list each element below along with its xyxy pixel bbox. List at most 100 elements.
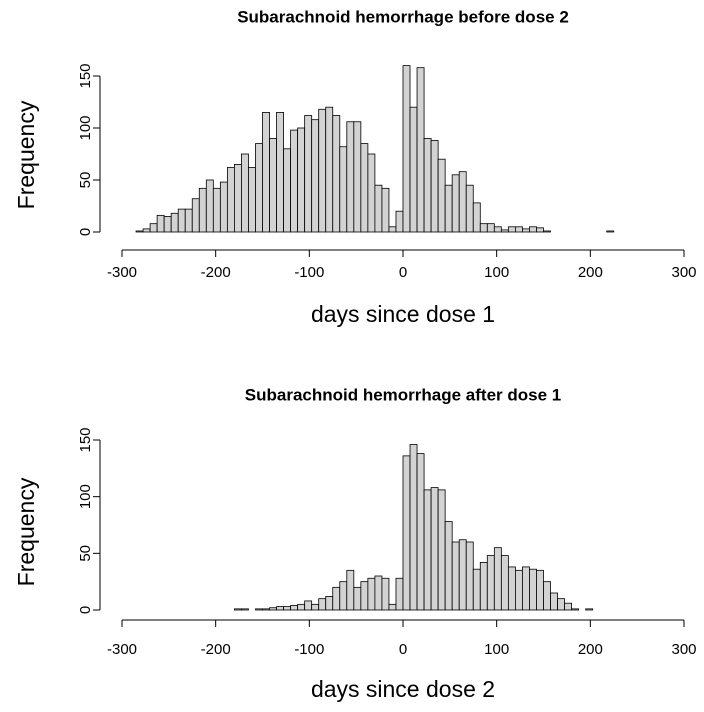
chart-title: Subarachnoid hemorrhage after dose 1 bbox=[245, 385, 561, 404]
y-tick-label: 150 bbox=[77, 63, 94, 88]
y-axis-label: Frequency bbox=[13, 477, 39, 586]
histogram-bar bbox=[339, 146, 348, 233]
histogram-bar bbox=[402, 65, 411, 233]
histogram-bar bbox=[388, 603, 397, 611]
histogram-bar bbox=[219, 181, 228, 233]
histogram-bar bbox=[395, 577, 404, 611]
histogram-bar bbox=[353, 586, 362, 611]
histogram-bar bbox=[465, 541, 474, 611]
histogram-bar bbox=[374, 184, 383, 233]
x-tick-label: -300 bbox=[107, 264, 137, 281]
histogram-bar bbox=[283, 606, 292, 611]
histogram-bar bbox=[311, 603, 320, 611]
histogram-bar bbox=[276, 112, 284, 233]
histogram-bar bbox=[493, 547, 502, 611]
x-tick-label: -300 bbox=[107, 641, 137, 658]
histogram-bar bbox=[325, 596, 334, 611]
histogram-bar bbox=[500, 555, 509, 611]
x-tick-label: 0 bbox=[399, 641, 407, 658]
histogram-bar bbox=[353, 121, 362, 233]
histogram-bar bbox=[283, 148, 292, 233]
histogram-bar bbox=[437, 158, 446, 233]
histogram-bar bbox=[388, 226, 397, 233]
histogram-bar bbox=[184, 208, 193, 233]
histogram-bar bbox=[367, 577, 376, 611]
histogram-bar bbox=[255, 143, 263, 233]
x-tick-label: 300 bbox=[671, 641, 696, 658]
histogram-bar bbox=[311, 119, 320, 233]
histogram-bar bbox=[409, 106, 418, 233]
histogram-bar bbox=[395, 210, 404, 233]
histogram-bar bbox=[290, 605, 299, 611]
x-tick-label: -200 bbox=[201, 641, 231, 658]
histogram-bar bbox=[325, 106, 334, 233]
histogram-bar bbox=[402, 455, 411, 611]
histogram-bar bbox=[149, 223, 158, 233]
y-tick-label: 100 bbox=[77, 115, 94, 140]
histogram-bar bbox=[507, 566, 516, 611]
histogram-bar bbox=[374, 575, 383, 611]
histogram-bar bbox=[550, 592, 558, 611]
histogram-bar bbox=[318, 598, 327, 611]
histogram-bar bbox=[262, 112, 270, 233]
histogram-bar bbox=[233, 608, 242, 611]
x-tick-label: 200 bbox=[578, 264, 603, 281]
histogram-bar bbox=[522, 566, 530, 611]
histogram-bar bbox=[276, 606, 284, 611]
histogram-bar bbox=[479, 562, 488, 611]
histogram-bar bbox=[507, 226, 516, 233]
histogram-bar bbox=[543, 230, 551, 233]
y-tick-label: 150 bbox=[77, 427, 94, 452]
histogram-bar bbox=[536, 227, 544, 233]
x-tick-label: -200 bbox=[201, 264, 231, 281]
histogram-bar bbox=[486, 555, 495, 611]
histogram-bar bbox=[472, 568, 481, 611]
histogram-bar bbox=[332, 586, 341, 611]
histogram-bar bbox=[423, 137, 432, 233]
x-axis-label: days since dose 1 bbox=[311, 301, 495, 327]
histogram-bar bbox=[444, 184, 453, 233]
histogram-bar bbox=[360, 581, 369, 611]
x-axis-label: days since dose 2 bbox=[311, 676, 495, 702]
histogram-bar bbox=[529, 226, 537, 233]
histogram-bar bbox=[381, 577, 390, 611]
histogram-bar bbox=[493, 226, 502, 233]
histogram-bar bbox=[430, 487, 439, 611]
histogram-bar bbox=[543, 581, 551, 611]
histogram-bar bbox=[444, 521, 453, 611]
histogram-bar bbox=[472, 202, 481, 233]
histogram-bar bbox=[522, 228, 530, 233]
histogram-bar bbox=[381, 187, 390, 233]
histogram-bar bbox=[170, 212, 179, 233]
histogram-bar bbox=[135, 230, 144, 233]
histogram-bar bbox=[269, 607, 277, 611]
histogram-bar bbox=[297, 127, 306, 233]
histogram-bar bbox=[423, 489, 432, 611]
x-tick-label: -100 bbox=[294, 641, 324, 658]
histogram-bar bbox=[269, 137, 277, 233]
y-tick-label: 100 bbox=[77, 484, 94, 509]
histogram-bar bbox=[486, 223, 495, 233]
histogram-bar bbox=[262, 608, 270, 611]
histogram-bar bbox=[297, 603, 306, 611]
histogram-bar bbox=[304, 600, 313, 611]
x-tick-label: 200 bbox=[578, 641, 603, 658]
histogram-bar bbox=[564, 602, 573, 611]
histogram-bar bbox=[177, 208, 186, 233]
x-tick-label: -100 bbox=[294, 264, 324, 281]
histogram-bar bbox=[255, 608, 263, 611]
histogram-bar bbox=[416, 67, 425, 233]
histogram-bar bbox=[346, 569, 355, 611]
histogram-bar bbox=[339, 581, 348, 611]
histogram-bar bbox=[451, 174, 460, 233]
histogram-bar bbox=[156, 214, 165, 233]
histogram-bar bbox=[515, 226, 523, 233]
x-tick-label: 0 bbox=[399, 264, 407, 281]
y-tick-label: 0 bbox=[77, 228, 94, 236]
histogram-bar bbox=[248, 167, 256, 233]
histogram-bar bbox=[318, 108, 327, 233]
histogram-bar bbox=[437, 489, 446, 611]
y-tick-label: 0 bbox=[77, 606, 94, 614]
histogram-bar bbox=[212, 187, 221, 233]
